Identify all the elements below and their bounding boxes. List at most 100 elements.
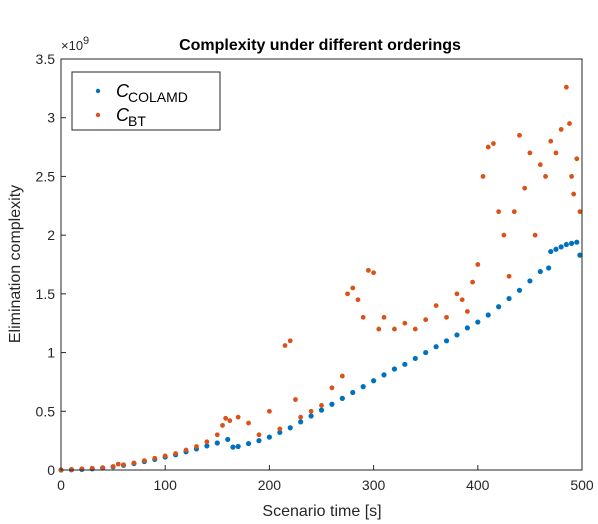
data-point [214,432,220,438]
data-point [567,121,572,126]
x-tick-label: 400 [466,477,490,493]
data-point [475,319,481,325]
data-point [141,458,147,464]
data-point [100,465,106,471]
x-axis-label: Scenario time [s] [262,503,381,520]
data-point [214,440,220,446]
y-tick-label: 2 [47,227,55,243]
x-tick-label: 0 [57,477,65,493]
legend-label-colamd-main: C [116,81,130,101]
data-point [115,461,121,467]
data-point [423,317,429,323]
data-point [516,287,523,293]
data-point [277,426,283,432]
data-point [376,326,382,332]
data-point [402,361,408,367]
data-point [256,438,262,444]
data-point [277,429,283,436]
y-exponent-multiplier: ×10 [61,38,83,53]
legend-label-bt-sub: BT [128,113,146,129]
data-point [577,209,583,215]
y-tick-label: 0.5 [36,403,56,419]
data-point [235,443,241,450]
data-point [235,414,241,420]
y-tick-label: 2.5 [36,168,56,184]
data-point [548,138,554,144]
data-point [121,462,126,468]
legend-label-bt-main: C [116,105,130,125]
data-point [339,395,345,401]
data-point [392,326,397,332]
data-point [496,304,502,310]
data-point [266,434,272,440]
data-point [318,407,325,413]
data-point [537,162,543,168]
data-point [454,332,460,338]
data-point [246,420,251,426]
y-exponent-power: 9 [83,35,89,47]
data-point [360,314,366,320]
data-point [563,241,569,248]
data-point [532,232,538,238]
data-point [506,273,512,279]
data-point [522,185,528,191]
data-point [381,372,387,378]
data-point [569,174,574,179]
data-point [464,309,470,314]
data-point [485,144,491,150]
data-point [173,451,179,456]
data-point [308,413,314,419]
data-point [506,295,512,302]
data-point [546,265,552,271]
data-point [339,373,345,379]
data-point [412,355,418,362]
data-point [152,455,158,461]
data-point [548,248,554,255]
data-point [355,297,361,303]
data-point [412,326,418,332]
data-point [480,174,486,179]
plot-area [58,84,583,473]
data-point [444,314,449,320]
data-point [329,385,335,391]
y-tick-label: 3.5 [36,51,56,67]
data-point [131,460,137,466]
data-point [267,408,272,414]
data-point [204,443,210,449]
y-axis-label: Elimination complexity [7,185,24,343]
data-point [227,418,233,424]
data-point [537,268,543,275]
data-point [287,425,293,431]
data-point [470,279,475,285]
data-point [553,150,559,156]
data-point [423,349,429,356]
y-tick-label: 0 [47,462,55,478]
legend-marker-bt [95,112,101,118]
data-point [230,444,236,450]
data-point [350,389,356,396]
data-point [371,270,376,276]
data-point [350,285,356,291]
data-point [558,244,564,250]
x-tick-label: 500 [570,477,594,493]
data-point [287,338,293,344]
data-point [391,366,398,372]
data-point [308,408,314,414]
data-point [69,467,74,472]
data-point [511,209,517,215]
data-point [558,127,564,132]
data-point [501,232,507,238]
data-point [345,291,350,297]
data-point [293,397,298,402]
data-point [204,439,210,445]
data-point [443,338,450,344]
data-point [563,84,569,90]
data-point [245,440,252,447]
x-tick-label: 300 [362,477,386,493]
y-axis-ticks: 0 0.5 1 1.5 2 2.5 3 3.5 [36,51,66,478]
chart-title: Complexity under different orderings [179,37,461,54]
legend-marker-colamd [95,88,101,94]
data-point [402,320,408,326]
data-point [110,464,116,469]
